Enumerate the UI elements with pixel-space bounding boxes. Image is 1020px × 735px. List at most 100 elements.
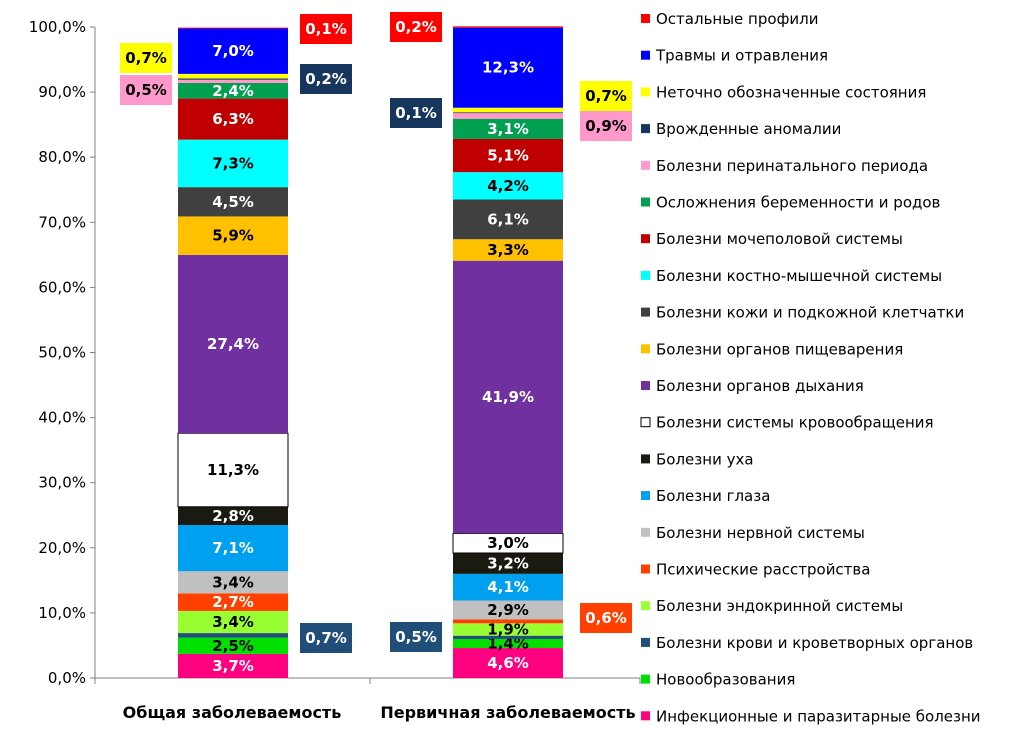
bar-segment [178, 78, 288, 80]
bar-segment [453, 112, 563, 114]
bars: 3,7% 2,5% 3,4% 2,7% 3,4% 7,1% 2,8% 11,3% 27,4% 5,… [177, 26, 564, 678]
data-label: 4,1% [487, 578, 529, 596]
legend-swatch [640, 417, 651, 428]
data-label: 4,2% [487, 177, 529, 195]
bar-segment [178, 28, 288, 74]
data-label: 12,3% [482, 59, 534, 77]
data-label: 2,7% [212, 593, 254, 611]
callout-box [580, 111, 632, 141]
bar-segment [453, 573, 563, 601]
legend-swatch [641, 454, 650, 464]
callout-box [120, 75, 172, 105]
legend-label: Болезни крови и кроветворных органов [656, 634, 973, 652]
data-label: 2,8% [212, 507, 254, 525]
data-label: 1,9% [487, 621, 529, 639]
callout-box [300, 64, 352, 94]
bar-segment [453, 239, 563, 261]
y-tick-label: 10,0% [38, 604, 86, 622]
y-tick-label: 100,0% [29, 18, 86, 36]
data-label: 5,9% [212, 227, 254, 245]
x-category-label: Первичная заболеваемость [380, 703, 635, 722]
callouts: 0,7% 0,5% 0,2% 0,7% 0,1% 0,5% 0,6% 0,9% 0,1% 0,7%… [120, 12, 632, 653]
bar-segment [178, 73, 288, 79]
x-category-label: Общая заболеваемость [123, 703, 342, 722]
y-tick-label: 40,0% [38, 409, 86, 427]
bar-segment [453, 107, 563, 113]
data-label: 11,3% [207, 461, 259, 479]
callout-label: 0,6% [585, 609, 627, 627]
data-label: 4,5% [212, 193, 254, 211]
y-tick-label: 60,0% [38, 278, 86, 296]
data-label: 2,4% [212, 82, 254, 100]
bar-segment [178, 254, 288, 434]
data-label: 27,4% [207, 335, 259, 353]
data-label: 3,7% [212, 657, 254, 675]
callout-box [390, 98, 442, 128]
callout-box [390, 622, 442, 652]
legend-swatch [641, 50, 650, 60]
callout-label: 0,5% [125, 81, 167, 99]
legend-swatch [641, 564, 650, 574]
legend: Остальные профили Травмы и отравления Нето… [640, 10, 981, 725]
bar-segment [177, 432, 289, 508]
y-tick-label: 70,0% [38, 213, 86, 231]
callout-label: 0,7% [305, 629, 347, 647]
y-tick-label: 30,0% [38, 474, 86, 492]
callout-label: 0,1% [395, 104, 437, 122]
bar-segment [453, 619, 563, 624]
legend-swatch [641, 674, 650, 684]
callout-box [580, 603, 632, 633]
legend-label: Инфекционные и паразитарные болезни [656, 707, 981, 725]
legend-label: Болезни перинатального периода [656, 157, 928, 175]
y-tick-label: 50,0% [38, 344, 86, 362]
callout-box [120, 43, 172, 73]
data-label: 3,4% [212, 573, 254, 591]
bar-segment [453, 172, 563, 200]
y-tick-label: 80,0% [38, 148, 86, 166]
legend-swatch [641, 14, 650, 23]
legend-swatch [641, 637, 650, 647]
callout-label: 0,5% [395, 628, 437, 646]
legend-label: Болезни уха [656, 450, 754, 468]
bar-segment [178, 525, 288, 572]
bar-segment [178, 187, 288, 217]
bar-segment [453, 623, 563, 636]
data-label: 3,4% [212, 613, 254, 631]
legend-swatch [641, 491, 650, 501]
data-label: 7,0% [212, 42, 254, 60]
data-label: 2,9% [487, 601, 529, 619]
axes: 0,0% 10,0% 20,0% 30,0% 40,0% 50,0% 60,0% 70,0% 8… [29, 18, 641, 722]
legend-label: Новообразования [656, 671, 795, 689]
data-label: 4,6% [487, 654, 529, 672]
legend-swatch [641, 381, 650, 390]
data-label: 7,3% [212, 154, 254, 172]
legend-label: Болезни кожи и подкожной клетчатки [656, 304, 964, 322]
callout-label: 0,2% [395, 18, 437, 36]
bar-segment [178, 98, 288, 140]
legend-swatch [641, 124, 650, 134]
legend-swatch [641, 197, 650, 207]
bar-segment [178, 633, 288, 638]
legend-swatch [641, 87, 650, 97]
legend-label: Болезни нервной системы [656, 524, 865, 542]
data-label: 3,1% [487, 120, 529, 138]
bar-segment [453, 26, 563, 28]
bar-segment [178, 653, 288, 678]
callout-label: 0,1% [305, 20, 347, 38]
bar-segment [453, 600, 563, 620]
callout-box [390, 12, 442, 42]
bar-segment [453, 199, 563, 240]
bar-segment [453, 118, 563, 139]
bar-segment [453, 638, 563, 649]
bar-segment [453, 553, 563, 574]
data-label: 6,1% [487, 210, 529, 228]
callout-label: 0,7% [585, 87, 627, 105]
legend-label: Болезни органов пищеварения [656, 340, 903, 358]
bar-segment [453, 27, 563, 108]
data-label: 3,2% [487, 554, 529, 572]
legend-label: Болезни органов дыхания [656, 377, 864, 395]
data-label: 3,0% [487, 534, 529, 552]
data-label: 7,1% [212, 539, 254, 557]
legend-label: Психические расстройства [656, 561, 870, 579]
